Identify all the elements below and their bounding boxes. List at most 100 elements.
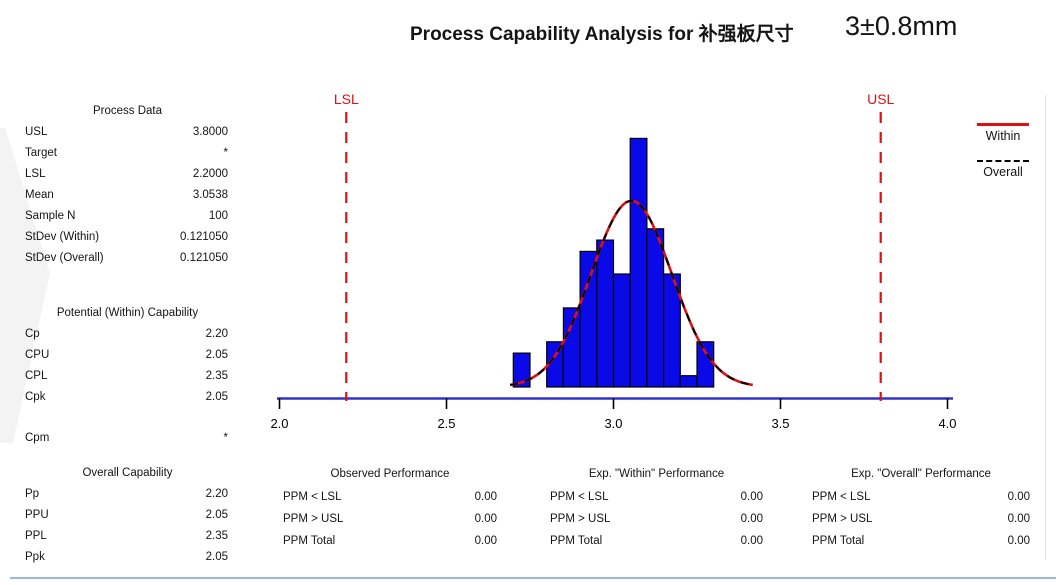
stat-row: PPM > USL 0.00 (283, 508, 497, 530)
stat-value: 0.00 (474, 535, 497, 547)
exp-within-performance-rows: PPM < LSL 0.00 PPM > USL 0.00 PPM Total 0.00 (550, 486, 763, 552)
stat-value: 0.00 (740, 513, 763, 525)
exp-within-performance-table: Exp. "Within" Performance PPM < LSL 0.00 P… (550, 463, 763, 552)
stat-label: Pp (25, 488, 40, 500)
process-data-panel: Process Data USL 3.8000 Target * LSL 2.2000 Me… (10, 101, 230, 269)
exp-overall-performance-table: Exp. "Overall" Performance PPM < LSL 0.00… (812, 463, 1030, 552)
x-axis-tick-label: 2.0 (270, 416, 288, 431)
stat-value: 2.2000 (192, 168, 228, 180)
stat-row: Cp 2.20 (10, 324, 230, 345)
overall-capability-panel: Overall Capability Pp 2.20 PPU 2.05 PPL 2.35 P… (10, 463, 230, 568)
within-capability-panel: Potential (Within) Capability Cp 2.20 CPU 2… (10, 303, 230, 408)
stat-value: * (223, 432, 228, 444)
stat-label: PPM Total (812, 535, 865, 547)
slide-right-edge-line (1045, 95, 1046, 560)
stat-row: Cpm * (10, 428, 230, 449)
stat-row: PPM < LSL 0.00 (550, 486, 763, 508)
stat-label: StDev (Overall) (25, 252, 104, 264)
normal-curve-overall (510, 199, 753, 386)
slide-bottom-divider (10, 577, 1056, 579)
histogram-bar (579, 250, 598, 388)
observed-performance-table: Observed Performance PPM < LSL 0.00 PPM > … (283, 463, 497, 552)
stat-row: CPU 2.05 (10, 345, 230, 366)
stat-label: LSL (25, 168, 46, 180)
stat-row: PPM < LSL 0.00 (812, 486, 1030, 508)
histogram-bar (696, 341, 715, 388)
stat-label: PPM > USL (283, 513, 344, 525)
stat-label: PPU (25, 509, 49, 521)
stat-value: 0.00 (740, 535, 763, 547)
stat-value: 100 (208, 210, 228, 222)
stat-row: PPM > USL 0.00 (550, 508, 763, 530)
table-header: Exp. "Overall" Performance (851, 468, 991, 480)
stat-row: Sample N 100 (10, 206, 230, 227)
stat-label: StDev (Within) (25, 231, 100, 243)
histogram-bar (512, 352, 531, 388)
spec-annotation: 3±0.8mm (845, 11, 958, 41)
stat-label: Mean (25, 189, 54, 201)
stat-label: USL (25, 126, 48, 138)
table-header: Exp. "Within" Performance (588, 468, 725, 480)
stat-label: Ppk (25, 551, 45, 563)
stat-value: 0.121050 (180, 231, 228, 243)
exp-overall-performance-rows: PPM < LSL 0.00 PPM > USL 0.00 PPM Total 0.00 (812, 486, 1030, 552)
stat-label: Sample N (25, 210, 76, 222)
stat-row: PPM Total 0.00 (812, 530, 1030, 552)
overall-line-key (977, 160, 1029, 162)
stat-row: PPM > USL 0.00 (812, 508, 1030, 530)
usl-label: USL (867, 91, 894, 107)
stat-value: 0.00 (474, 491, 497, 503)
stat-label: PPM > USL (812, 513, 873, 525)
stat-value: 2.05 (205, 551, 228, 563)
stat-value: 0.121050 (180, 252, 228, 264)
stat-label: PPM Total (283, 535, 336, 547)
stat-row: PPU 2.05 (10, 505, 230, 526)
stat-value: 2.05 (205, 509, 228, 521)
stat-label: CPU (25, 349, 50, 361)
stat-row: PPM Total 0.00 (550, 530, 763, 552)
stat-row: Target * (10, 143, 230, 164)
x-axis-tick-label: 3.0 (604, 416, 622, 431)
stat-row: StDev (Overall) 0.121050 (10, 248, 230, 269)
legend-label-overall: Overall (983, 165, 1023, 179)
histogram-bar (562, 307, 581, 388)
stat-value: 2.35 (205, 370, 228, 382)
stat-label: Cpm (25, 432, 50, 444)
stat-row: Pp 2.20 (10, 484, 230, 505)
stat-label: Cpk (25, 391, 46, 403)
chart-legend: Within Overall (974, 117, 1032, 180)
within-capability-rows: Cp 2.20 CPU 2.05 CPL 2.35 Cpk 2.05 (10, 324, 230, 408)
stat-row: StDev (Within) 0.121050 (10, 227, 230, 248)
overall-capability-rows: Pp 2.20 PPU 2.05 PPL 2.35 Ppk 2.05 (10, 484, 230, 568)
stat-row: CPL 2.35 (10, 366, 230, 387)
observed-performance-rows: PPM < LSL 0.00 PPM > USL 0.00 PPM Total 0.00 (283, 486, 497, 552)
stat-value: 0.00 (1007, 513, 1030, 525)
stat-row: USL 3.8000 (10, 122, 230, 143)
within-line-key (977, 123, 1029, 126)
x-axis-tick-label: 3.5 (771, 416, 789, 431)
x-axis-tick-label: 4.0 (938, 416, 956, 431)
cpm-row-container: Cpm * (10, 428, 230, 449)
stat-row: PPM < LSL 0.00 (283, 486, 497, 508)
stat-label: PPL (25, 530, 47, 542)
stat-label: PPM < LSL (283, 491, 342, 503)
stat-value: * (223, 147, 228, 159)
stat-value: 2.05 (205, 391, 228, 403)
stat-row: LSL 2.2000 (10, 164, 230, 185)
stat-value: 3.8000 (192, 126, 228, 138)
histogram-bar (679, 375, 698, 388)
stat-value: 0.00 (474, 513, 497, 525)
stat-row: Mean 3.0538 (10, 185, 230, 206)
stat-value: 0.00 (1007, 491, 1030, 503)
stat-row: Ppk 2.05 (10, 547, 230, 568)
stat-value: 2.20 (205, 488, 228, 500)
histogram-bar (646, 228, 665, 388)
stat-value: 3.0538 (192, 189, 228, 201)
histogram-bar (629, 137, 648, 388)
stat-value: 0.00 (740, 491, 763, 503)
stat-label: Cp (25, 328, 40, 340)
stat-row: PPL 2.35 (10, 526, 230, 547)
stat-label: PPM > USL (550, 513, 611, 525)
